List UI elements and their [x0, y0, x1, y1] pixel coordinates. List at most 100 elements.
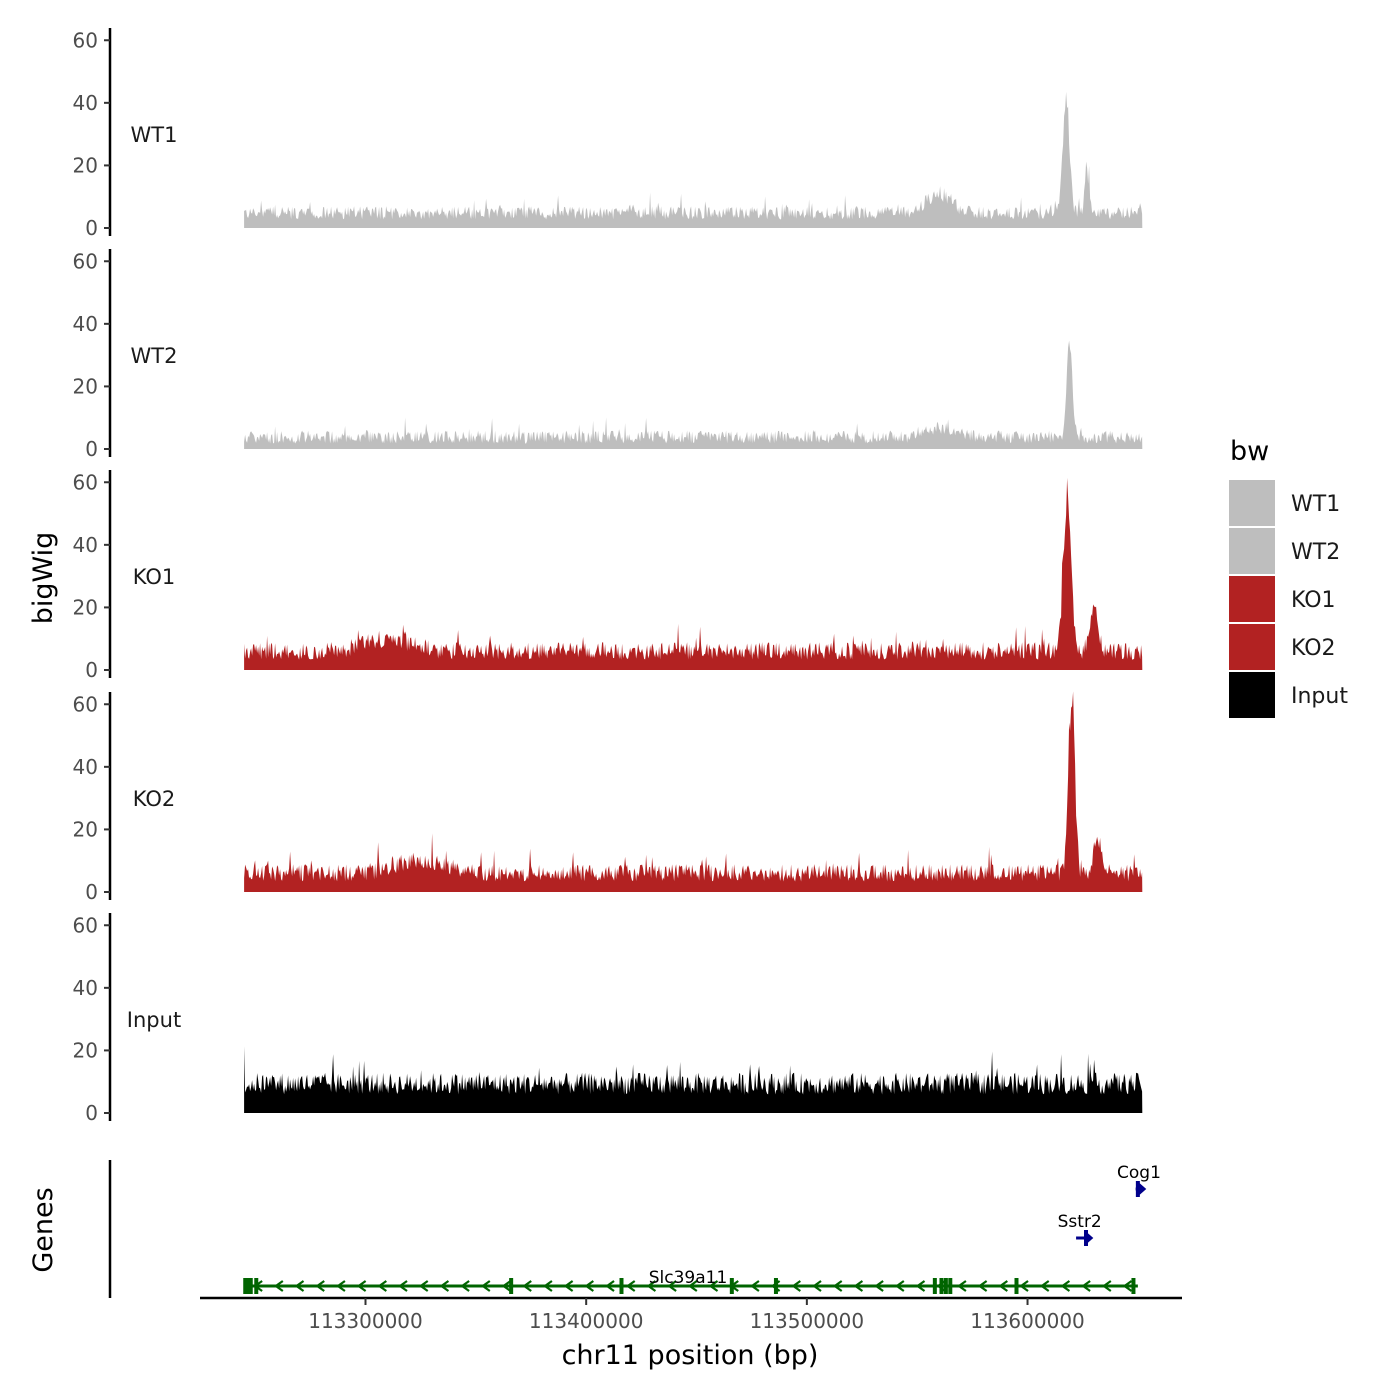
- strand-arrow: [356, 1280, 367, 1292]
- track-wt1: 0 20 40 60 WT1: [73, 28, 1143, 240]
- strand-arrow: [1039, 1280, 1050, 1292]
- strand-arrow: [563, 1280, 574, 1292]
- strand-arrow: [543, 1280, 553, 1292]
- y-tick-label: 20: [73, 153, 98, 177]
- strand-arrow: [977, 1280, 988, 1292]
- coverage-area-input: [244, 1046, 1143, 1113]
- track-label: KO2: [133, 787, 176, 811]
- exon: [1135, 1181, 1140, 1197]
- y-tick-label: 60: [73, 470, 98, 494]
- track-input: 0 20 40 60 Input: [73, 913, 1143, 1125]
- y-tick-label: 20: [73, 374, 98, 398]
- strand-arrow: [687, 1280, 698, 1292]
- legend-swatch: [1229, 672, 1275, 718]
- y-tick-label: 60: [73, 249, 98, 273]
- x-axis: 113300000 113400000 113500000 113600000: [200, 1296, 1182, 1333]
- y-tick-label: 60: [73, 692, 98, 716]
- gene-slc39a11: Slc39a11: [243, 1268, 1138, 1294]
- gene-label: Cog1: [1117, 1163, 1161, 1183]
- legend-label: KO2: [1291, 636, 1336, 661]
- gene-annotation-panel: Slc39a11 Sstr2 Cog1: [108, 1160, 1161, 1298]
- exon: [619, 1278, 624, 1294]
- exon: [1014, 1278, 1019, 1294]
- y-tick-label: 20: [73, 595, 98, 619]
- legend-label: KO1: [1291, 588, 1336, 613]
- strand-arrow: [480, 1280, 491, 1292]
- y-tick-label: 20: [73, 817, 98, 841]
- x-tick-label: 113400000: [529, 1309, 644, 1333]
- y-tick-label: 0: [85, 1101, 98, 1125]
- strand-arrow: [625, 1280, 636, 1292]
- legend: bw WT1 WT2 KO1 KO2 Input: [1229, 436, 1348, 718]
- x-tick-label: 113500000: [750, 1309, 865, 1333]
- strand-arrow: [957, 1280, 967, 1292]
- strand-arrow: [708, 1280, 719, 1292]
- y-tick-label: 60: [73, 913, 98, 937]
- y-tick-label: 0: [85, 658, 98, 682]
- strand-arrow: [791, 1280, 801, 1292]
- strand-arrow: [853, 1280, 864, 1292]
- gene-label: Slc39a11: [649, 1268, 728, 1288]
- strand-arrow: [1019, 1280, 1029, 1292]
- exon: [509, 1278, 514, 1294]
- legend-item-input: Input: [1229, 672, 1348, 718]
- track-ko1: 0 20 40 60 KO1: [73, 470, 1143, 682]
- exon: [948, 1278, 953, 1294]
- y-tick-label: 40: [73, 533, 98, 557]
- x-axis-title: chr11 position (bp): [562, 1340, 819, 1371]
- y-tick-label: 0: [85, 216, 98, 240]
- legend-label: Input: [1291, 684, 1348, 709]
- strand-arrow: [584, 1280, 594, 1292]
- strand-arrow: [439, 1280, 450, 1292]
- exon: [932, 1278, 937, 1294]
- strand-arrow: [894, 1280, 905, 1292]
- exon: [1131, 1278, 1136, 1294]
- x-tick-label: 113600000: [970, 1309, 1085, 1333]
- strand-arrow: [294, 1280, 305, 1292]
- strand-arrow: [273, 1280, 284, 1292]
- gene-cog1: Cog1: [1117, 1163, 1161, 1197]
- y-tick-label: 0: [85, 880, 98, 904]
- exon: [729, 1278, 734, 1294]
- coverage-area-wt2: [244, 340, 1143, 449]
- x-tick-label: 113300000: [308, 1309, 423, 1333]
- coverage-tracks: 0 20 40 60 WT1 0 20 40 60 WT2 0 20 40 60 KO1 0 20 40 60 KO2…: [73, 28, 1143, 1125]
- strand-arrow: [377, 1280, 387, 1292]
- exon: [245, 1278, 250, 1294]
- y-axis-title: bigWig: [28, 532, 59, 625]
- strand-arrow: [646, 1280, 657, 1292]
- strand-arrow: [522, 1280, 532, 1292]
- strand-arrow: [1081, 1280, 1091, 1292]
- legend-swatch: [1229, 528, 1275, 574]
- genes-axis-title: Genes: [28, 1187, 59, 1272]
- legend-item-wt1: WT1: [1229, 480, 1340, 526]
- strand-arrow: [501, 1280, 512, 1292]
- exon: [1084, 1230, 1089, 1246]
- strand-arrow: [1138, 1182, 1147, 1196]
- strand-arrow: [460, 1280, 470, 1292]
- exon: [773, 1278, 778, 1294]
- strand-arrow: [915, 1280, 926, 1292]
- strand-arrow: [832, 1280, 843, 1292]
- gene-label: Sstr2: [1058, 1212, 1102, 1232]
- track-label: KO1: [133, 565, 176, 589]
- strand-arrow: [1101, 1280, 1112, 1292]
- legend-swatch: [1229, 576, 1275, 622]
- strand-arrow: [336, 1280, 346, 1292]
- y-tick-label: 0: [85, 437, 98, 461]
- y-tick-label: 40: [73, 755, 98, 779]
- legend-swatch: [1229, 480, 1275, 526]
- legend-item-wt2: WT2: [1229, 528, 1340, 574]
- strand-arrow: [812, 1280, 822, 1292]
- strand-arrow: [418, 1280, 429, 1292]
- strand-arrow: [1122, 1280, 1133, 1292]
- strand-arrow: [315, 1280, 325, 1292]
- y-tick-label: 40: [73, 312, 98, 336]
- legend-label: WT1: [1291, 492, 1340, 517]
- strand-arrow: [1060, 1280, 1071, 1292]
- exon: [243, 1278, 248, 1294]
- gene-sstr2: Sstr2: [1058, 1212, 1102, 1246]
- strand-arrow: [605, 1280, 615, 1292]
- y-tick-label: 20: [73, 1038, 98, 1062]
